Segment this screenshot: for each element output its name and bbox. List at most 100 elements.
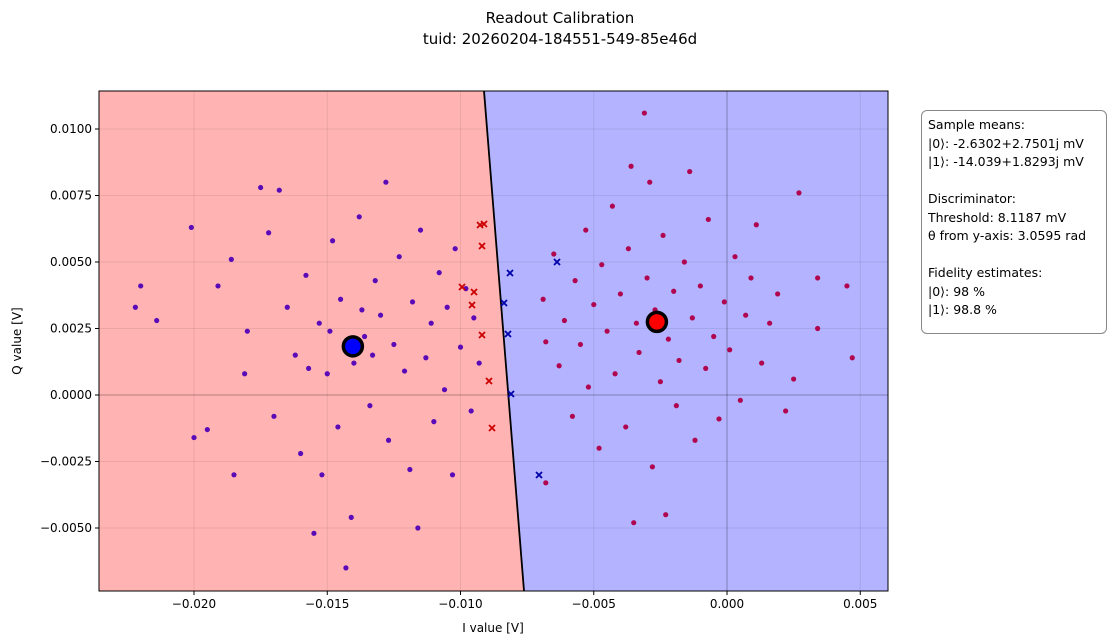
point	[391, 341, 397, 348]
point	[759, 360, 765, 366]
point	[471, 315, 477, 321]
y-tick-label: 0.0000	[50, 388, 92, 402]
point	[748, 275, 754, 281]
x-tick-label: −0.005	[572, 597, 616, 611]
point	[767, 320, 773, 326]
y-tick-label: 0.0025	[50, 322, 92, 336]
y-tick-label: 0.0100	[50, 122, 92, 136]
point	[633, 320, 639, 326]
point	[409, 299, 416, 305]
point	[444, 304, 450, 310]
point	[335, 424, 341, 430]
point	[423, 355, 429, 361]
misclassified-point	[506, 269, 514, 277]
point	[271, 413, 277, 419]
point	[796, 190, 802, 196]
info-heading: Sample means:	[928, 117, 1026, 132]
info-group: Discriminator: Threshold: 8.1187 mV θ from…	[928, 190, 1100, 246]
misclassified-point	[504, 330, 512, 338]
point	[596, 445, 602, 451]
point	[385, 437, 392, 443]
point	[732, 254, 738, 260]
point	[303, 272, 309, 278]
point	[359, 307, 365, 313]
point	[324, 371, 330, 377]
y-axis-label: Q value [V]	[10, 307, 24, 374]
point	[743, 312, 749, 318]
point	[242, 371, 248, 377]
point	[401, 368, 408, 374]
x-tick-label: 0.000	[710, 597, 744, 611]
chart-title: Readout Calibration	[486, 9, 635, 27]
point	[132, 304, 138, 310]
point	[636, 349, 642, 356]
plot-frame	[98, 90, 889, 592]
point	[625, 246, 632, 252]
misclassified-point	[553, 258, 561, 266]
point	[617, 291, 624, 297]
point	[367, 403, 373, 409]
point	[452, 246, 458, 252]
point	[540, 296, 546, 302]
point	[687, 168, 693, 175]
point	[783, 408, 789, 414]
point	[396, 254, 402, 260]
point	[711, 333, 717, 340]
point	[703, 365, 709, 372]
point	[591, 301, 597, 308]
point	[551, 251, 557, 257]
point	[631, 520, 637, 526]
decision-boundary	[483, 90, 525, 592]
point	[154, 317, 160, 324]
info-group: Sample means: |0⟩: -2.6302+2.7501j mV |1⟩:…	[928, 116, 1100, 172]
misclassified-point	[485, 377, 493, 385]
point	[689, 315, 695, 321]
info-line: Threshold: 8.1187 mV	[928, 209, 1067, 225]
point	[844, 283, 850, 289]
point	[660, 232, 666, 239]
point	[609, 203, 616, 209]
point	[623, 424, 629, 430]
x-tick-label: −0.020	[172, 597, 216, 611]
point	[644, 275, 650, 281]
misclassified-point	[500, 299, 508, 307]
y-tick-label: −0.0025	[40, 455, 92, 469]
point	[727, 347, 733, 353]
point	[415, 525, 421, 531]
point	[569, 413, 576, 419]
point	[138, 283, 144, 289]
y-tick-label: −0.0050	[40, 521, 92, 535]
point	[476, 360, 482, 366]
point	[457, 344, 464, 350]
misclassified-point	[478, 242, 486, 250]
point	[329, 238, 336, 244]
misclassified-point	[480, 220, 488, 228]
point	[228, 256, 234, 262]
info-line: |1⟩: 98.8 %	[928, 302, 997, 317]
point	[775, 291, 781, 297]
misclassified-point	[488, 424, 496, 432]
info-box: Sample means: |0⟩: -2.6302+2.7501j mV |1⟩:…	[921, 110, 1107, 334]
point	[676, 357, 682, 364]
point	[306, 365, 312, 372]
point	[556, 363, 562, 369]
point	[292, 352, 298, 358]
point	[431, 419, 437, 425]
point	[641, 110, 647, 116]
point	[737, 397, 743, 403]
point	[647, 179, 653, 185]
point	[681, 259, 687, 265]
info-line: |0⟩: 98 %	[928, 283, 985, 299]
misclassified-point	[470, 288, 478, 296]
point	[628, 163, 634, 169]
point	[215, 283, 221, 289]
point	[543, 480, 549, 486]
point	[657, 379, 663, 385]
point	[441, 387, 448, 393]
point	[671, 288, 677, 294]
point	[369, 352, 376, 358]
x-axis-label: I value [V]	[462, 621, 524, 635]
chart-subtitle: tuid: 20260204-184551-549-85e46d	[423, 30, 697, 48]
point	[348, 514, 354, 520]
